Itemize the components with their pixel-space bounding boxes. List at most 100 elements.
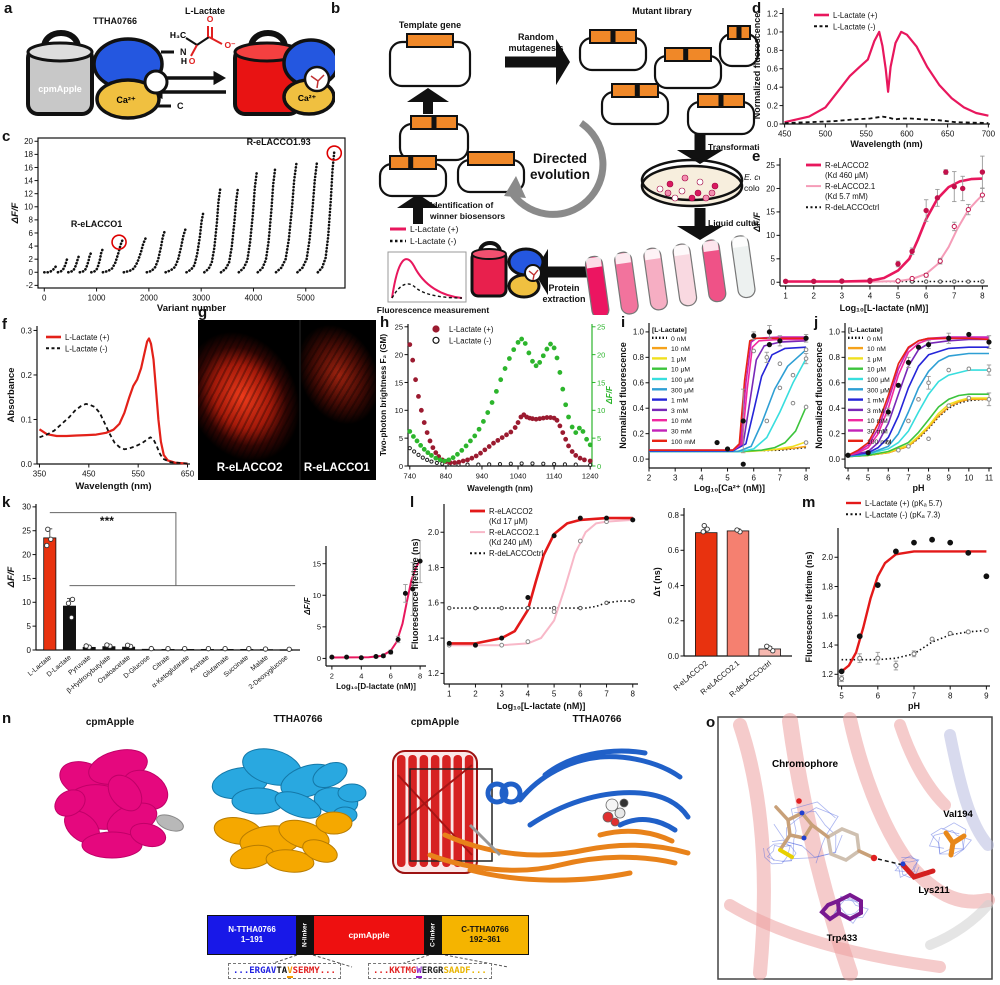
svg-text:L-Lactate (+): L-Lactate (+) xyxy=(449,325,494,334)
cycle-arrowhead xyxy=(504,176,526,198)
o-minus-label: O⁻ xyxy=(224,40,236,50)
svg-text:3: 3 xyxy=(499,690,504,699)
svg-text:10: 10 xyxy=(597,406,605,415)
svg-text:0.6: 0.6 xyxy=(668,546,680,555)
em-cpmapple-label: cpmApple xyxy=(86,717,135,728)
svg-text:1240: 1240 xyxy=(582,472,599,481)
svg-text:mutagenesis: mutagenesis xyxy=(508,43,563,53)
svg-text:10: 10 xyxy=(22,598,31,607)
image-label-left: R-eLACCO2 xyxy=(216,462,283,474)
svg-text:7: 7 xyxy=(906,474,911,483)
svg-text:6: 6 xyxy=(886,474,891,483)
svg-text:10 nM: 10 nM xyxy=(867,346,886,353)
svg-text:2.0: 2.0 xyxy=(822,553,834,562)
svg-text:7: 7 xyxy=(604,690,609,699)
svg-text:L-Lactate (+): L-Lactate (+) xyxy=(833,11,878,20)
svg-text:1 μM: 1 μM xyxy=(671,356,687,363)
image-divider xyxy=(299,320,302,480)
svg-text:0 nM: 0 nM xyxy=(867,336,882,343)
svg-text:1140: 1140 xyxy=(546,472,562,481)
panel-label-n: n xyxy=(2,710,12,727)
svg-text:R-eLACCO1.93: R-eLACCO1.93 xyxy=(247,137,311,147)
svg-text:2000: 2000 xyxy=(140,294,158,303)
svg-text:300 μM: 300 μM xyxy=(671,387,694,394)
svg-text:ΔF/F: ΔF/F xyxy=(6,566,17,588)
svg-text:(Kd 460 μM): (Kd 460 μM) xyxy=(825,171,868,180)
svg-text:0.6: 0.6 xyxy=(633,379,645,388)
svg-text:2: 2 xyxy=(812,292,817,301)
svg-text:8: 8 xyxy=(29,216,34,225)
liquid-culture-label: Liquid culture xyxy=(708,218,760,228)
em-density-map xyxy=(54,748,367,873)
beta-barrel-ribbons xyxy=(724,712,995,981)
svg-text:18: 18 xyxy=(24,150,33,159)
svg-text:4: 4 xyxy=(29,242,34,251)
ecoli-label: E. coli xyxy=(744,172,760,182)
o-label: O xyxy=(207,14,214,24)
panel-label-b: b xyxy=(331,0,341,17)
svg-text:0.0: 0.0 xyxy=(633,455,645,464)
svg-text:5: 5 xyxy=(725,474,730,483)
svg-text:7: 7 xyxy=(952,292,957,301)
svg-text:11: 11 xyxy=(985,474,994,483)
svg-text:350: 350 xyxy=(33,470,47,479)
svg-text:5: 5 xyxy=(839,692,844,701)
svg-text:0.1: 0.1 xyxy=(21,415,33,424)
svg-text:0.2: 0.2 xyxy=(21,371,33,380)
svg-text:4000: 4000 xyxy=(245,294,263,303)
legend-lactate-minus: L-Lactate (-) xyxy=(410,236,456,246)
svg-text:16: 16 xyxy=(24,163,33,172)
svg-text:Log₁₀[D-lactate (nM)]: Log₁₀[D-lactate (nM)] xyxy=(336,682,416,691)
svg-text:7: 7 xyxy=(912,692,917,701)
svg-text:pH: pH xyxy=(913,483,925,493)
svg-text:15: 15 xyxy=(766,208,775,217)
svg-text:0.8: 0.8 xyxy=(829,353,841,362)
svg-text:2.0: 2.0 xyxy=(428,528,440,537)
svg-text:15: 15 xyxy=(395,378,403,387)
svg-text:550: 550 xyxy=(131,470,145,479)
svg-text:8: 8 xyxy=(926,474,931,483)
trp433-label: Trp433 xyxy=(827,933,858,944)
svg-text:0.4: 0.4 xyxy=(633,404,645,413)
panel-c-screening-chart: 0 1000 2000 3000 4000 5000 -2 0 2 4 6 8 10 12 14 16 18 20… xyxy=(8,132,353,314)
panel-label-i: i xyxy=(621,314,626,331)
svg-text:5: 5 xyxy=(317,623,321,632)
em-ttha-label: TTHA0766 xyxy=(274,714,323,725)
svg-text:10 mM: 10 mM xyxy=(867,418,888,425)
svg-text:2: 2 xyxy=(29,255,34,264)
svg-text:4: 4 xyxy=(868,292,873,301)
domain-cpmapple: cpmApple xyxy=(313,915,425,955)
svg-text:0.4: 0.4 xyxy=(668,581,680,590)
svg-text:600: 600 xyxy=(900,130,914,139)
svg-text:6: 6 xyxy=(389,672,393,681)
svg-text:0.4: 0.4 xyxy=(767,83,779,92)
svg-text:0: 0 xyxy=(42,294,47,303)
panel-n-structure: cpmApple TTHA0766 cpmApple TTHA0766 N-TT… xyxy=(0,705,700,985)
svg-text:0.2: 0.2 xyxy=(829,429,841,438)
svg-text:Log₁₀[L-lactate (nM)]: Log₁₀[L-lactate (nM)] xyxy=(497,701,586,711)
svg-text:30 mM: 30 mM xyxy=(671,429,692,436)
ribbon-cpmapple-label: cpmApple xyxy=(411,717,460,728)
svg-text:0.2: 0.2 xyxy=(767,101,779,110)
svg-text:L-Lactate (-) (pKₐ 7.3): L-Lactate (-) (pKₐ 7.3) xyxy=(865,510,941,519)
svg-text:1.8: 1.8 xyxy=(822,582,834,591)
ca-label: Ca²⁺ xyxy=(116,95,136,105)
svg-text:1.8: 1.8 xyxy=(428,563,440,572)
svg-text:[L-Lactate]: [L-Lactate] xyxy=(652,327,687,334)
ribbon-gray-linker xyxy=(468,823,502,857)
svg-text:8: 8 xyxy=(948,692,953,701)
panel-k-specificity-chart: L-Lactate D-Lactate Pyruvate β-Hydroxybutyl… xyxy=(4,498,304,710)
panel-label-k: k xyxy=(2,494,11,511)
svg-text:10 μM: 10 μM xyxy=(867,367,886,374)
svg-text:0 nM: 0 nM xyxy=(671,336,686,343)
svg-text:8: 8 xyxy=(418,672,422,681)
svg-text:1.4: 1.4 xyxy=(822,641,834,650)
ribbon-ttha-blue xyxy=(517,748,691,833)
svg-text:ΔF/F: ΔF/F xyxy=(752,212,762,233)
svg-text:10: 10 xyxy=(24,203,33,212)
svg-text:3 mM: 3 mM xyxy=(671,408,688,415)
svg-text:100 μM: 100 μM xyxy=(867,377,890,384)
svg-text:R-eLACCO2: R-eLACCO2 xyxy=(489,507,533,516)
panel-j-ph-chart: 4 5 6 7 8 9 10 11 0.0 0.2 0.4 0.6 0.8 1.0 pH Normalized… xyxy=(814,318,998,494)
